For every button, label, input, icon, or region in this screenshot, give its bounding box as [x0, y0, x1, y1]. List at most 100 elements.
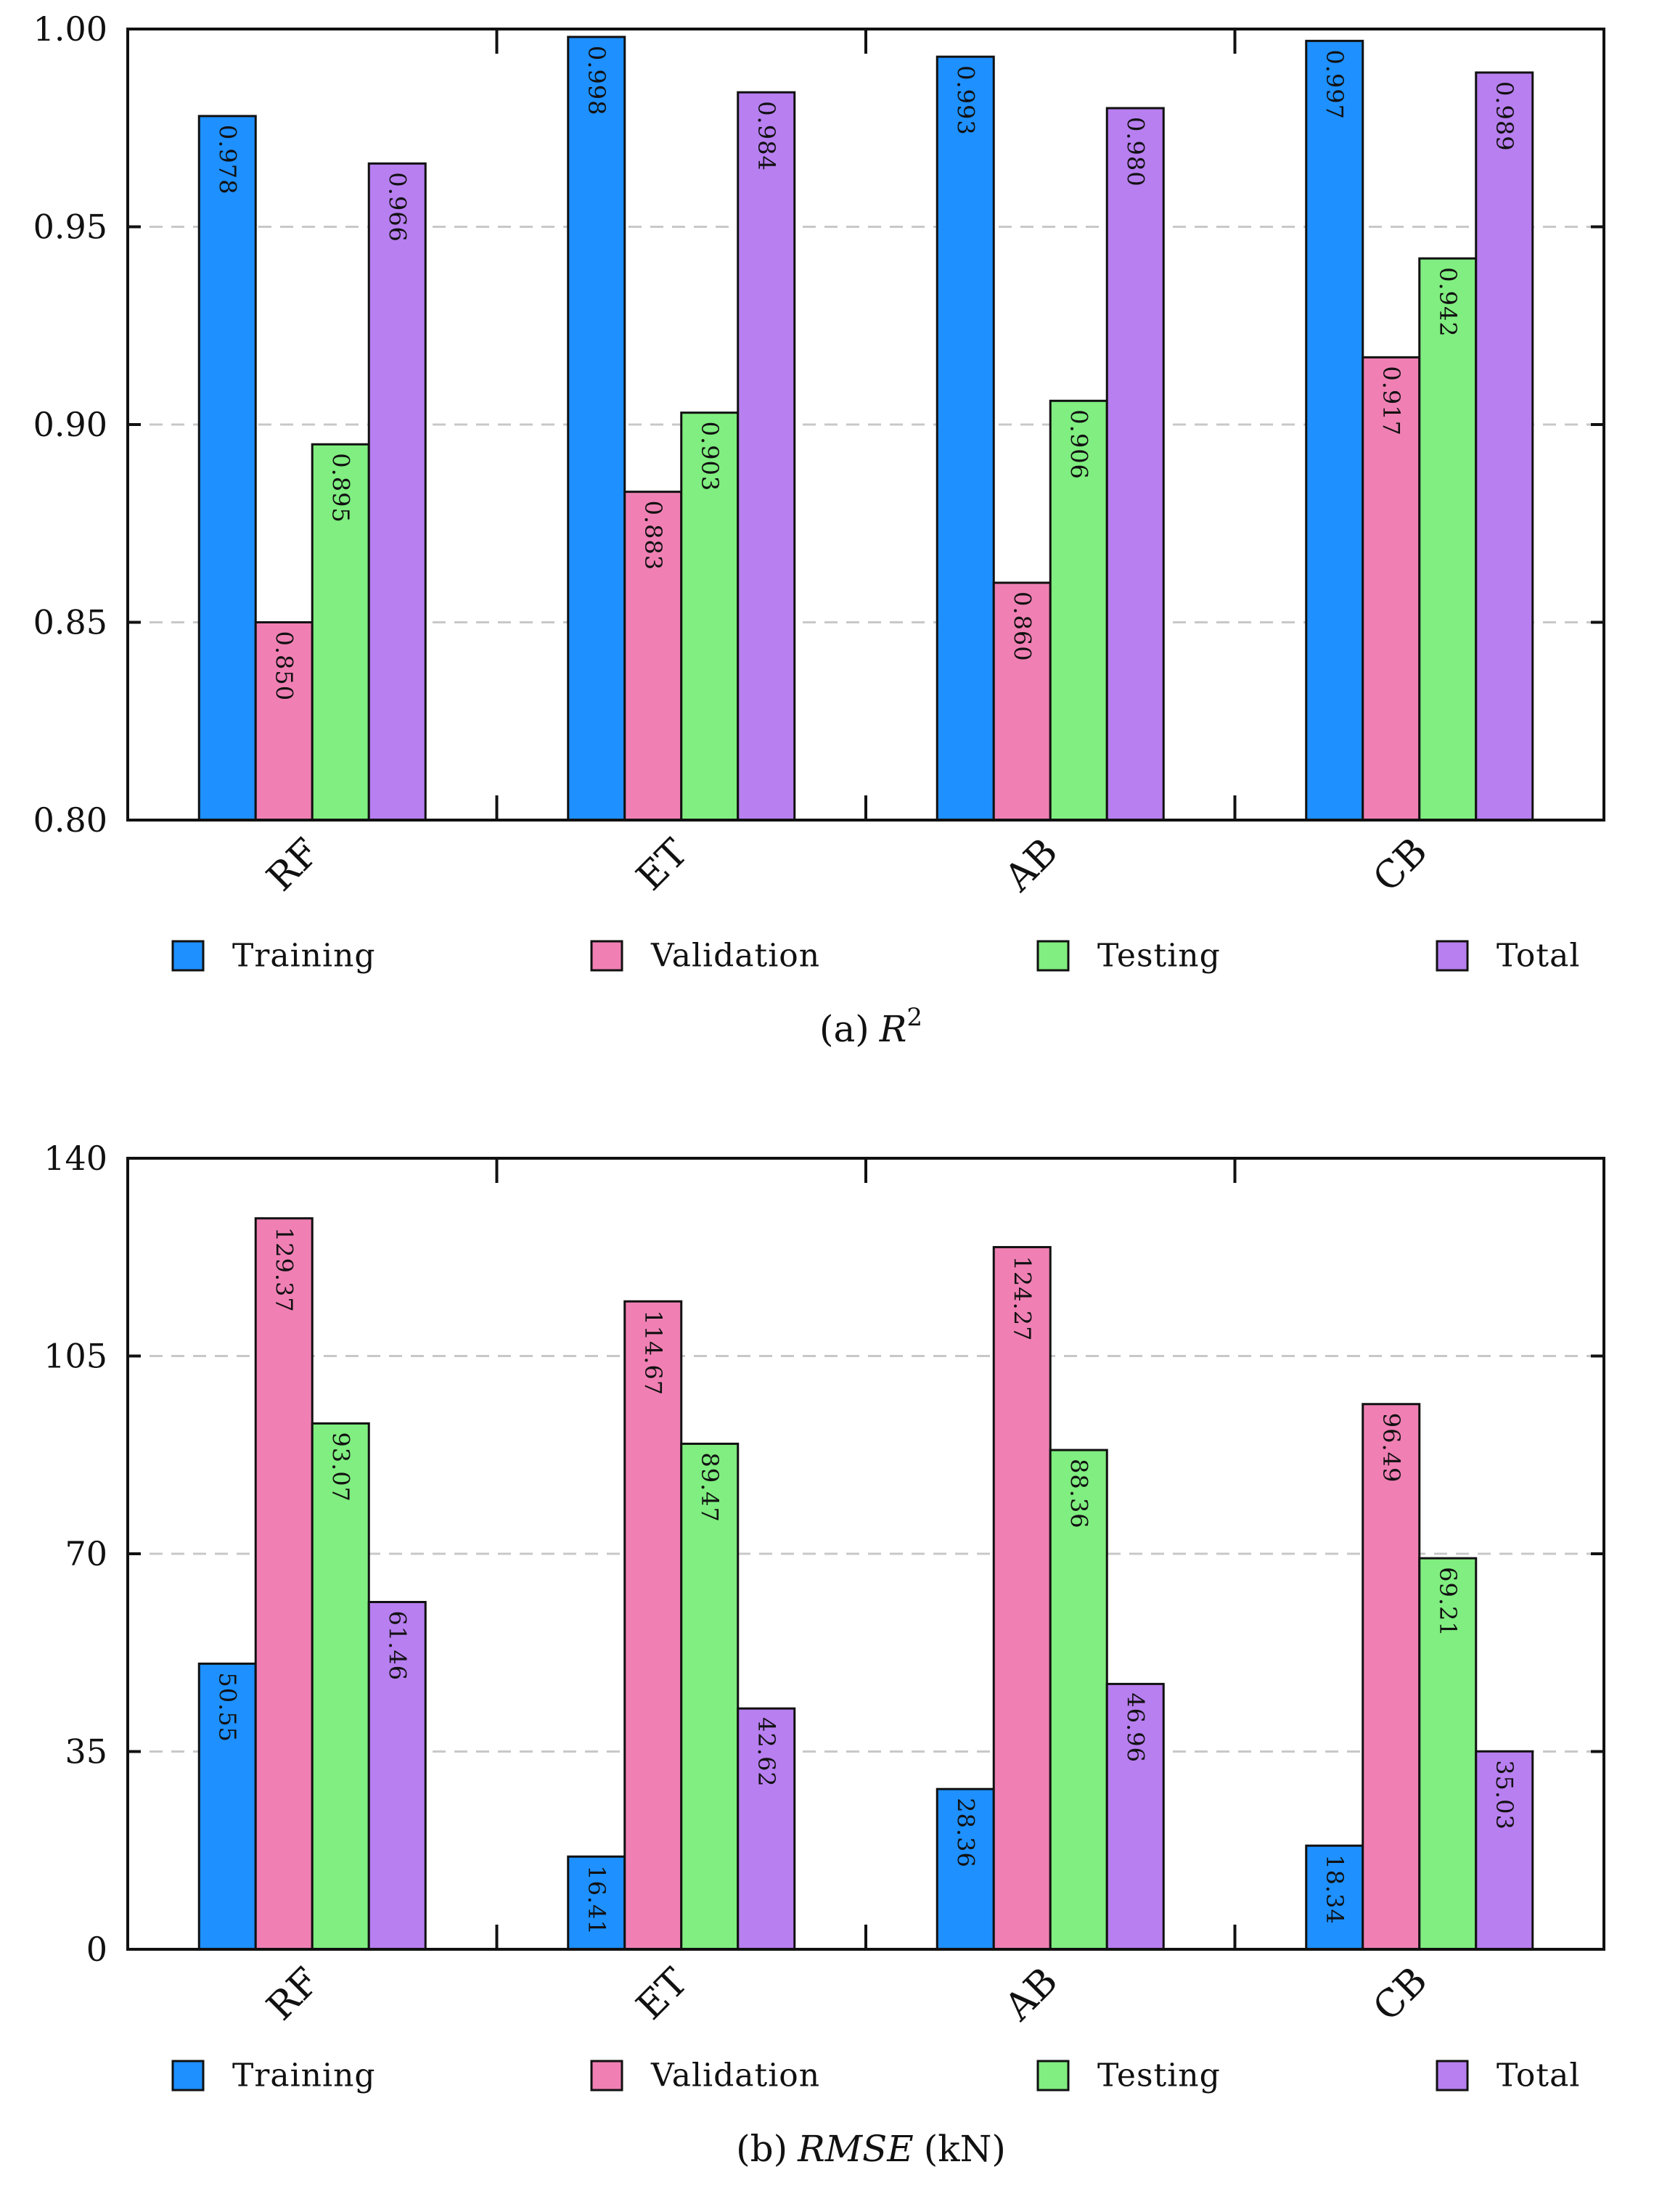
bar-value-label: 96.49: [1377, 1413, 1405, 1483]
category-label: AB: [996, 1959, 1067, 2030]
bar-value-label: 0.998: [583, 46, 610, 116]
bar-value-label: 0.906: [1065, 409, 1092, 480]
bar-cb-total: [1475, 71, 1534, 822]
legend-swatch-training: [171, 940, 205, 972]
y-tick-label: 35: [65, 1732, 107, 1771]
y-tick-label: 140: [44, 1139, 107, 1178]
bar-rf-testing: [311, 1422, 370, 1951]
bar-et-training: [567, 1855, 626, 1951]
legend-swatch-testing: [1036, 940, 1070, 972]
bar-ab-training: [936, 1787, 995, 1951]
y-tick-label: 0: [86, 1930, 107, 1969]
bar-value-label: 0.903: [696, 422, 724, 492]
chart-panel-rmse: 50.55 129.37 93.07 61.46 RF 16.41 114.67 89.47 4…: [44, 1139, 1605, 2170]
legend-swatch-validation: [590, 2060, 623, 2092]
bar-cb-validation: [1362, 1403, 1421, 1951]
bar-value-label: 0.993: [951, 65, 979, 136]
legend-label-testing: Testing: [1097, 2057, 1221, 2094]
bar-value-label: 0.966: [383, 172, 411, 242]
y-tick-label: 0.90: [33, 405, 107, 444]
y-tick-label: 0.95: [33, 208, 107, 247]
legend: Training Validation Testing Total: [171, 2057, 1580, 2094]
bar-value-label: 0.917: [1377, 366, 1405, 436]
bar-value-label: 18.34: [1321, 1854, 1348, 1925]
bar-value-label: 129.37: [270, 1227, 298, 1313]
legend-label-total: Total: [1497, 2057, 1580, 2094]
bar-ab-testing: [1049, 1449, 1108, 1951]
category-label: CB: [1365, 1959, 1436, 2030]
category-label: ET: [629, 831, 697, 899]
y-tick-label: 0.80: [33, 800, 107, 840]
caption-symbol: R: [879, 1008, 907, 1050]
bar-value-label: 88.36: [1065, 1459, 1092, 1529]
bar-ab-total: [1105, 107, 1165, 822]
bar-value-label: 0.989: [1491, 81, 1518, 152]
legend-label-validation: Validation: [650, 2057, 820, 2094]
legend-swatch-validation: [590, 940, 623, 972]
bar-value-label: 0.980: [1121, 117, 1149, 187]
caption-prefix: (b): [736, 2128, 787, 2170]
bar-value-label: 124.27: [1008, 1255, 1036, 1341]
bar-value-label: 0.997: [1321, 49, 1348, 120]
legend-label-total: Total: [1497, 938, 1580, 975]
bar-value-label: 16.41: [583, 1865, 610, 1936]
bar-value-label: 0.984: [753, 101, 780, 171]
category-label: CB: [1365, 830, 1436, 901]
category-label: AB: [996, 830, 1067, 901]
legend-label-testing: Testing: [1097, 938, 1221, 975]
bar-value-label: 0.883: [639, 501, 667, 571]
bar-rf-validation: [254, 1217, 314, 1951]
bar-value-label: 0.895: [327, 453, 354, 523]
bar-value-label: 0.978: [213, 125, 241, 195]
bar-value-label: 0.860: [1008, 591, 1036, 662]
bar-value-label: 42.62: [753, 1717, 780, 1787]
y-tick-label: 70: [65, 1534, 107, 1573]
category-label: ET: [629, 1960, 697, 2028]
bar-rf-total: [367, 1600, 427, 1951]
bar-value-label: 50.55: [213, 1672, 241, 1742]
bar-ab-testing: [1049, 399, 1108, 822]
bar-cb-testing: [1418, 257, 1478, 822]
y-tick-label: 0.85: [33, 603, 107, 642]
legend-label-validation: Validation: [650, 938, 820, 975]
caption-unit: (kN): [924, 2128, 1006, 2170]
bar-et-total: [737, 91, 796, 822]
bar-et-validation: [623, 491, 683, 822]
bar-value-label: 69.21: [1434, 1567, 1462, 1637]
bar-value-label: 114.67: [639, 1310, 667, 1396]
bar-et-testing: [680, 411, 740, 822]
bar-et-validation: [623, 1300, 683, 1951]
category-label: RF: [258, 1959, 328, 2029]
bar-value-label: 0.942: [1434, 267, 1462, 337]
bar-value-label: 0.850: [270, 631, 298, 702]
y-tick-label: 1.00: [33, 9, 107, 49]
legend: Training Validation Testing Total: [171, 938, 1580, 975]
bar-value-label: 28.36: [951, 1798, 979, 1868]
legend-swatch-testing: [1036, 2060, 1070, 2092]
bar-cb-training: [1305, 39, 1364, 822]
bar-et-training: [567, 36, 626, 822]
bar-value-label: 89.47: [696, 1452, 724, 1523]
legend-label-training: Training: [232, 938, 376, 975]
bar-cb-validation: [1362, 356, 1421, 822]
bar-ab-validation: [992, 581, 1052, 822]
legend-swatch-training: [171, 2060, 205, 2092]
bar-value-label: 46.96: [1121, 1692, 1149, 1763]
bar-rf-training: [197, 1662, 257, 1951]
caption-prefix: (a): [819, 1008, 869, 1050]
bar-ab-training: [936, 55, 995, 822]
chart-panel-r2: 0.978 0.850 0.895 0.966 RF 0.998 0.883 0.903 0.9…: [33, 9, 1605, 1050]
y-tick-label: 105: [44, 1337, 107, 1376]
panel-caption: (b) RMSE (kN): [736, 2128, 1006, 2170]
bar-rf-training: [197, 115, 257, 822]
bar-ab-validation: [992, 1245, 1052, 1951]
bar-rf-total: [367, 162, 427, 822]
caption-superscript: 2: [906, 1003, 922, 1032]
legend-label-training: Training: [232, 2057, 376, 2094]
legend-swatch-total: [1436, 2060, 1469, 2092]
bar-value-label: 35.03: [1491, 1760, 1518, 1830]
caption-symbol: RMSE: [797, 2128, 914, 2170]
bar-value-label: 93.07: [327, 1432, 354, 1502]
category-label: RF: [258, 830, 328, 900]
